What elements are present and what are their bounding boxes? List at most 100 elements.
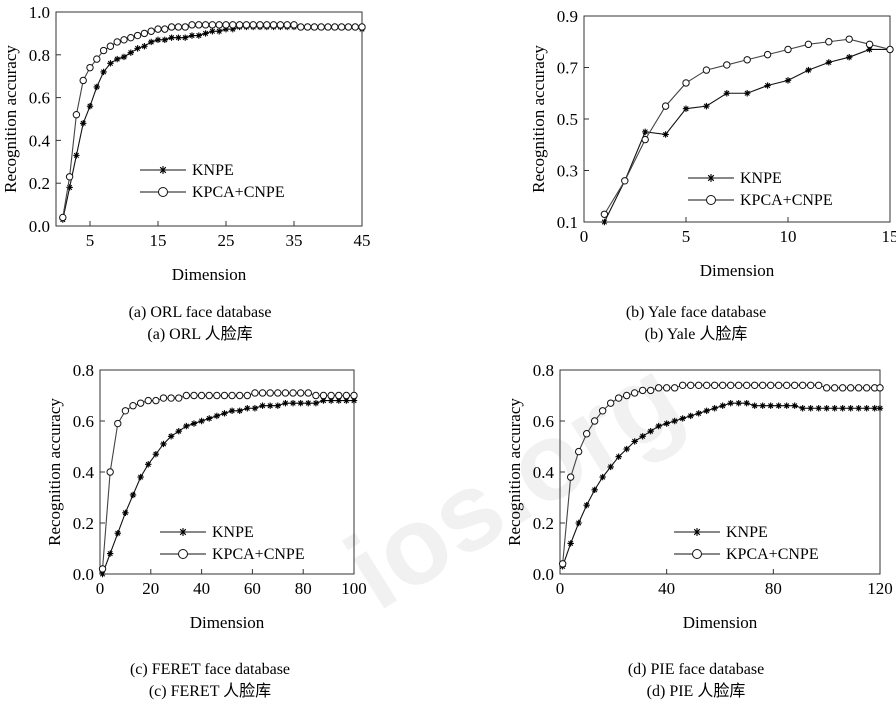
data-point-star — [735, 399, 742, 407]
data-point-circle — [662, 384, 671, 392]
data-point-star — [145, 461, 152, 468]
data-point-star — [727, 399, 734, 407]
data-point-circle — [243, 391, 252, 400]
data-point-star — [236, 407, 243, 414]
data-point-circle — [310, 23, 319, 31]
x-tick-label: 20 — [142, 579, 159, 598]
data-point-circle — [167, 23, 176, 31]
data-point-circle — [678, 381, 687, 389]
data-point-circle — [276, 21, 285, 29]
data-point-star — [679, 415, 686, 422]
data-point-star — [195, 32, 202, 39]
legend-star-marker — [159, 166, 167, 174]
data-point-circle — [106, 42, 115, 50]
data-point-star — [289, 399, 297, 407]
data-point-star — [114, 530, 121, 537]
legend-circle-marker — [692, 549, 702, 559]
data-point-star — [228, 407, 236, 414]
legend-label: KPCA+CNPE — [726, 546, 819, 563]
data-point-circle — [830, 384, 839, 392]
x-axis-label: Dimension — [190, 613, 265, 632]
data-point-circle — [622, 391, 631, 400]
data-point-circle — [682, 79, 690, 87]
data-point-star — [723, 90, 730, 97]
data-point-star — [327, 397, 335, 404]
data-point-star — [198, 417, 205, 425]
chart-panel-a: 5 15 25 35 45 0.0 0.2 0.4 0.6 0.8 1.0 Dimension Reco… — [1, 3, 371, 284]
y-tick-label: 0.8 — [29, 46, 50, 65]
data-point-circle — [324, 23, 332, 31]
data-point-circle — [790, 381, 799, 389]
data-point-star — [114, 55, 121, 63]
data-point-star — [682, 105, 690, 112]
data-point-circle — [327, 391, 335, 400]
caption-c-en: (c) FERET face database — [129, 661, 291, 678]
data-point-star — [141, 43, 148, 50]
data-point-star — [642, 128, 649, 136]
data-point-star — [775, 402, 782, 409]
data-point-circle — [161, 25, 169, 33]
data-point-circle — [886, 45, 894, 54]
legend-label: KPCA+CNPE — [192, 184, 285, 201]
data-point-circle — [154, 25, 162, 33]
data-point-star — [759, 402, 766, 409]
data-point-star — [671, 417, 678, 425]
chart-panel-d: 0 40 80 120 0.0 0.2 0.4 0.6 0.8 Dimension Recognit… — [505, 361, 893, 632]
x-axis-label: Dimension — [172, 265, 247, 284]
series-line — [562, 402, 880, 567]
plot-frame — [583, 15, 891, 223]
data-point-star — [825, 59, 832, 66]
y-tick-label: 0.7 — [557, 59, 579, 78]
data-point-star — [266, 402, 274, 409]
data-point-circle — [750, 381, 759, 389]
legend-star-marker — [707, 174, 715, 182]
chart-panel-c: 0 20 40 60 80 100 0.0 0.2 0.4 0.6 0.8 Dimension Reco… — [45, 361, 367, 632]
legend-label: KNPE — [740, 170, 782, 187]
data-point-star — [106, 550, 114, 557]
y-axis-label: Recognition accuracy — [529, 45, 548, 193]
data-point-circle — [845, 35, 853, 43]
x-tick-label: 35 — [286, 231, 303, 250]
data-point-circle — [72, 111, 81, 119]
data-point-star — [73, 152, 80, 159]
data-point-star — [213, 412, 221, 420]
data-point-circle — [319, 391, 328, 400]
data-point-star — [190, 420, 198, 427]
caption-c-cn: (c) FERET 人脸库 — [148, 683, 272, 700]
data-point-circle — [335, 391, 343, 400]
series-knpe — [99, 397, 358, 578]
data-point-star — [805, 66, 812, 74]
data-point-circle — [862, 384, 871, 392]
data-point-circle — [317, 23, 325, 31]
series-kpca-cnpe — [98, 389, 358, 573]
data-point-star — [823, 405, 830, 412]
data-point-circle — [694, 381, 703, 389]
x-tick-label: 25 — [218, 231, 235, 250]
data-point-star — [107, 60, 114, 67]
data-point-star — [583, 501, 590, 509]
legend-circle-marker — [158, 187, 168, 197]
data-point-circle — [838, 384, 847, 392]
data-point-circle — [251, 389, 259, 397]
data-point-star — [847, 405, 854, 412]
data-point-star — [335, 397, 342, 404]
y-tick-label: 0.6 — [29, 89, 50, 108]
data-point-star — [93, 83, 100, 91]
data-point-star — [99, 570, 106, 578]
data-point-star — [206, 415, 213, 422]
data-point-circle — [175, 394, 183, 402]
y-tick-label: 0.5 — [557, 110, 578, 129]
series-kpca-cnpe — [600, 35, 894, 218]
x-axis-label: Dimension — [700, 261, 775, 280]
data-point-circle — [654, 384, 663, 392]
data-point-star — [183, 422, 190, 430]
y-tick-label: 0.0 — [533, 565, 554, 584]
data-point-star — [282, 399, 289, 407]
data-point-star — [216, 28, 223, 35]
data-point-star — [663, 420, 670, 427]
data-point-circle — [641, 135, 649, 144]
caption-d-en: (d) PIE face database — [627, 661, 765, 678]
data-point-star — [160, 440, 167, 448]
data-point-star — [601, 218, 608, 226]
chart-panel-b: 0 5 10 15 0.1 0.3 0.5 0.7 0.9 Dimension Recognitio… — [529, 7, 896, 280]
